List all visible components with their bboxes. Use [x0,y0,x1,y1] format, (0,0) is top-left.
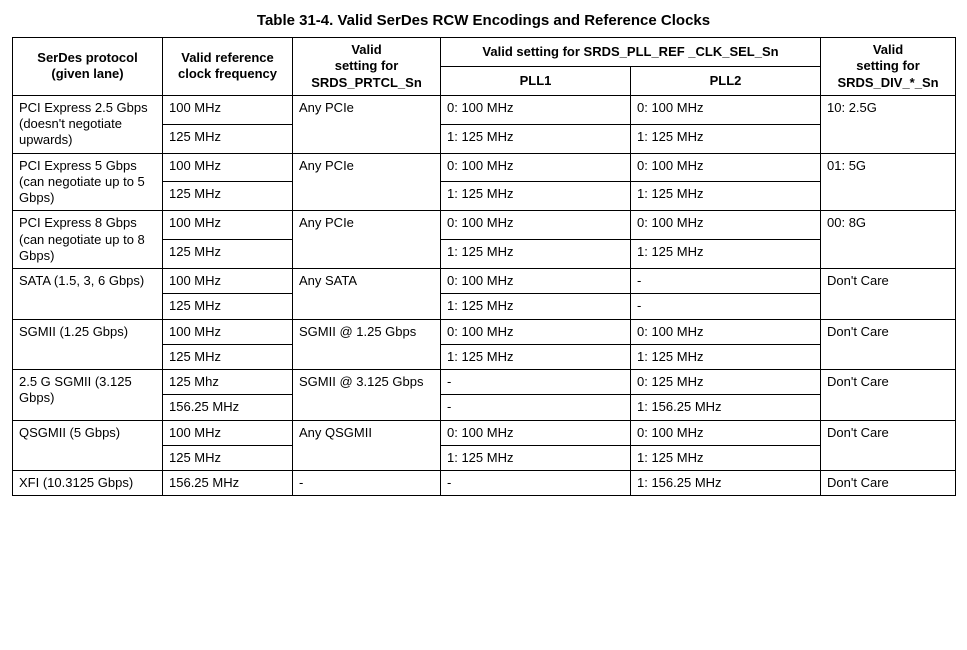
table-cell: PCI Express 8 Gbps (can negotiate up to … [13,211,163,269]
table-cell: 1: 156.25 MHz [631,395,821,420]
table-title: Table 31-4. Valid SerDes RCW Encodings a… [12,12,955,29]
table-cell: Any PCIe [293,95,441,153]
table-cell: 156.25 MHz [163,471,293,496]
table-cell: - [441,395,631,420]
table-cell: 125 Mhz [163,370,293,395]
table-row: SATA (1.5, 3, 6 Gbps)100 MHzAny SATA0: 1… [13,269,956,294]
table-cell: 0: 100 MHz [631,319,821,344]
table-cell: Don't Care [821,370,956,421]
table-cell: 125 MHz [163,294,293,319]
table-cell: 1: 125 MHz [441,344,631,369]
table-cell: Don't Care [821,319,956,370]
table-cell: 0: 125 MHz [631,370,821,395]
table-cell: SGMII @ 1.25 Gbps [293,319,441,370]
table-cell: Don't Care [821,471,956,496]
table-cell: - [293,471,441,496]
table-cell: Any PCIe [293,153,441,211]
table-cell: 0: 100 MHz [441,269,631,294]
table-row: SGMII (1.25 Gbps)100 MHzSGMII @ 1.25 Gbp… [13,319,956,344]
serdes-table: SerDes protocol (given lane)Valid refere… [12,37,956,496]
table-cell: 0: 100 MHz [631,153,821,182]
table-cell: 1: 125 MHz [441,294,631,319]
table-cell: 0: 100 MHz [631,420,821,445]
table-cell: 2.5 G SGMII (3.125 Gbps) [13,370,163,421]
table-cell: 125 MHz [163,182,293,211]
table-row: PCI Express 5 Gbps (can negotiate up to … [13,153,956,182]
table-cell: 0: 100 MHz [441,319,631,344]
column-header: PLL2 [631,66,821,95]
table-cell: Any QSGMII [293,420,441,471]
table-cell: 125 MHz [163,344,293,369]
table-row: PCI Express 2.5 Gbps (doesn't negotiate … [13,95,956,124]
table-cell: QSGMII (5 Gbps) [13,420,163,471]
table-cell: 00: 8G [821,211,956,269]
table-cell: 1: 125 MHz [441,240,631,269]
table-cell: 100 MHz [163,420,293,445]
table-cell: 100 MHz [163,153,293,182]
table-row: QSGMII (5 Gbps)100 MHzAny QSGMII0: 100 M… [13,420,956,445]
table-cell: 125 MHz [163,124,293,153]
table-cell: 10: 2.5G [821,95,956,153]
table-row: 2.5 G SGMII (3.125 Gbps)125 MhzSGMII @ 3… [13,370,956,395]
table-cell: SGMII @ 3.125 Gbps [293,370,441,421]
table-cell: 1: 156.25 MHz [631,471,821,496]
table-cell: - [631,269,821,294]
table-cell: - [441,471,631,496]
table-cell: - [631,294,821,319]
table-cell: 0: 100 MHz [441,153,631,182]
table-cell: 1: 125 MHz [631,344,821,369]
table-cell: 100 MHz [163,319,293,344]
table-cell: 100 MHz [163,95,293,124]
table-cell: SATA (1.5, 3, 6 Gbps) [13,269,163,320]
table-cell: 1: 125 MHz [631,182,821,211]
column-header: Valid setting for SRDS_PRTCL_Sn [293,38,441,96]
table-cell: 0: 100 MHz [441,420,631,445]
table-cell: 100 MHz [163,269,293,294]
column-header: Valid setting for SRDS_DIV_*_Sn [821,38,956,96]
table-cell: 1: 125 MHz [441,445,631,470]
table-cell: XFI (10.3125 Gbps) [13,471,163,496]
table-cell: 1: 125 MHz [631,124,821,153]
column-header: SerDes protocol (given lane) [13,38,163,96]
table-cell: 0: 100 MHz [631,211,821,240]
table-cell: Don't Care [821,269,956,320]
table-cell: 1: 125 MHz [631,445,821,470]
table-cell: Don't Care [821,420,956,471]
table-cell: 125 MHz [163,240,293,269]
table-cell: Any PCIe [293,211,441,269]
column-header: PLL1 [441,66,631,95]
table-cell: 0: 100 MHz [631,95,821,124]
table-body: PCI Express 2.5 Gbps (doesn't negotiate … [13,95,956,496]
table-cell: 0: 100 MHz [441,211,631,240]
table-row: PCI Express 8 Gbps (can negotiate up to … [13,211,956,240]
table-cell: - [441,370,631,395]
table-cell: SGMII (1.25 Gbps) [13,319,163,370]
table-cell: 1: 125 MHz [631,240,821,269]
header-row: SerDes protocol (given lane)Valid refere… [13,38,956,67]
table-cell: Any SATA [293,269,441,320]
table-head: SerDes protocol (given lane)Valid refere… [13,38,956,96]
table-cell: 100 MHz [163,211,293,240]
table-cell: 156.25 MHz [163,395,293,420]
table-cell: 1: 125 MHz [441,182,631,211]
table-cell: PCI Express 2.5 Gbps (doesn't negotiate … [13,95,163,153]
table-cell: PCI Express 5 Gbps (can negotiate up to … [13,153,163,211]
table-cell: 01: 5G [821,153,956,211]
table-row: XFI (10.3125 Gbps)156.25 MHz--1: 156.25 … [13,471,956,496]
table-cell: 125 MHz [163,445,293,470]
column-header: Valid setting for SRDS_PLL_REF _CLK_SEL_… [441,38,821,67]
table-cell: 0: 100 MHz [441,95,631,124]
table-cell: 1: 125 MHz [441,124,631,153]
column-header: Valid reference clock frequency [163,38,293,96]
